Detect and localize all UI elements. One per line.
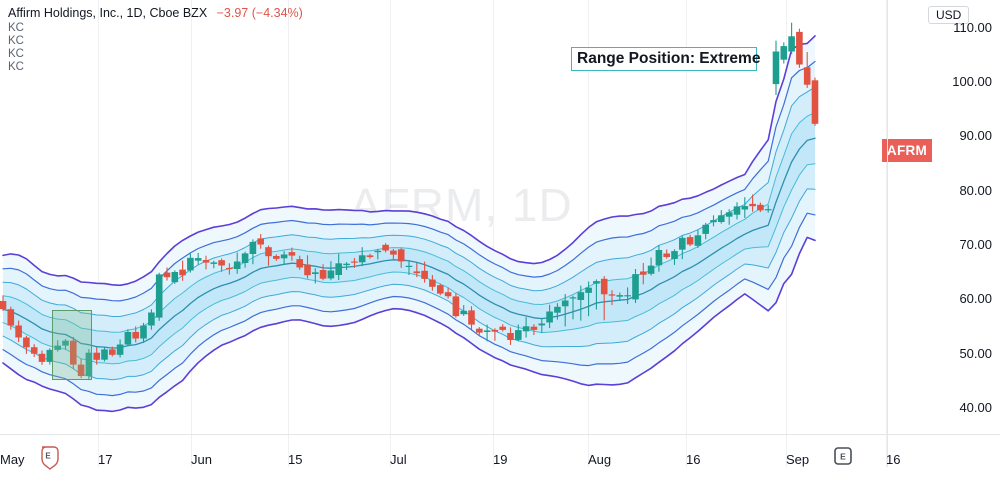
svg-text:E: E [840,452,846,462]
svg-text:E: E [45,452,51,461]
